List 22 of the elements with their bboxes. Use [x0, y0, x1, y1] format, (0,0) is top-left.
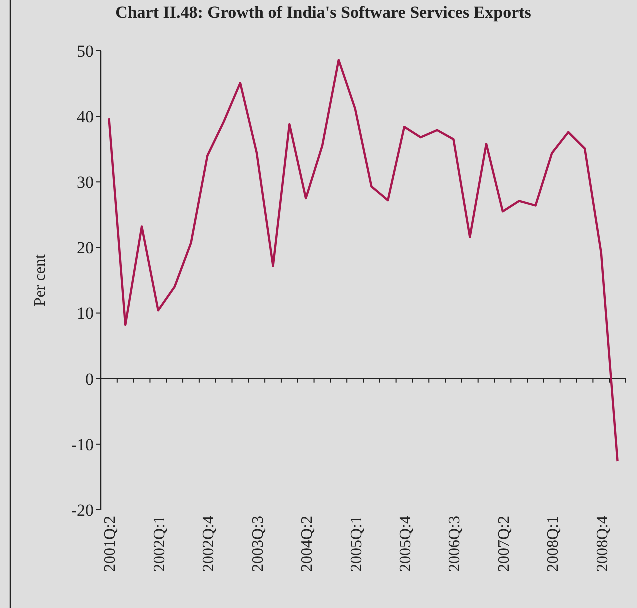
chart-title: Chart II.48: Growth of India's Software Services Exports [116, 3, 532, 22]
x-tick-label: 2008Q:1 [545, 516, 562, 572]
x-tick-label: 2003Q:3 [250, 516, 267, 572]
y-axis-title: Per cent [32, 254, 49, 306]
y-tick-label: 50 [77, 42, 94, 61]
y-tick-label: 40 [77, 108, 94, 127]
x-tick-label: 2004Q:2 [299, 516, 316, 572]
y-tick-label: 30 [77, 173, 94, 192]
x-tick-label: 2002Q:1 [151, 516, 168, 572]
x-tick-label: 2001Q:2 [102, 516, 120, 572]
y-tick-label: -10 [71, 435, 94, 454]
y-tick-label: 20 [77, 238, 94, 258]
y-tick-label: 10 [77, 304, 94, 324]
y-tick-label: -20 [71, 500, 94, 520]
x-tick-label: 2007Q:2 [496, 516, 513, 572]
y-tick-label: 0 [86, 370, 94, 389]
x-tick-label: 2005Q:1 [348, 516, 366, 572]
line-series [108, 59, 619, 463]
x-tick-label: 2006Q:3 [446, 516, 464, 572]
x-tick-label: 2008Q:4 [594, 516, 612, 572]
x-tick-label: 2005Q:4 [398, 516, 415, 572]
x-tick-label: 2002Q:4 [200, 516, 218, 572]
